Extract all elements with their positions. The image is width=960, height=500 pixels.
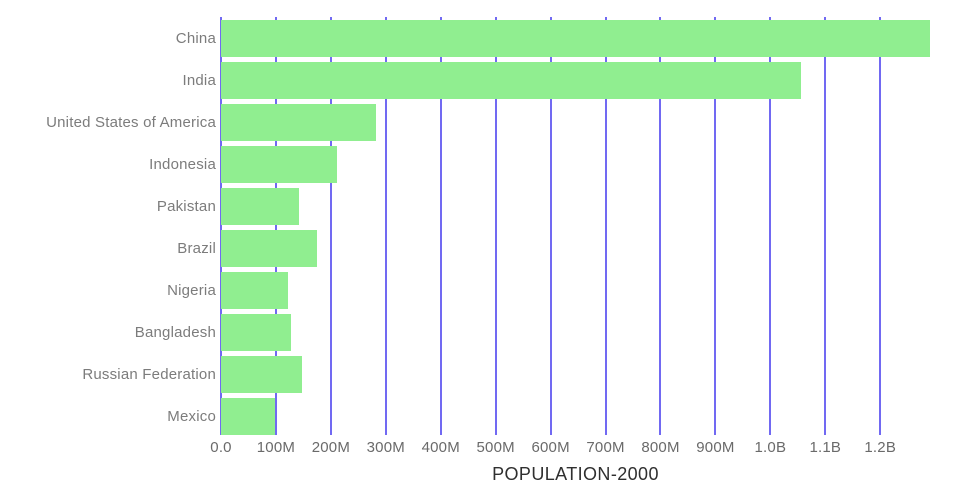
bar-united-states-of-america — [221, 103, 376, 141]
bar-russian-federation — [221, 355, 302, 393]
category-label-russian-federation: Russian Federation — [82, 365, 216, 383]
gridline-400m — [439, 17, 442, 435]
x-tick-200m: 200M — [311, 439, 351, 456]
y-axis-labels: China India United States of America Indone… — [0, 17, 216, 437]
chart-title: POPULATION-2000 — [492, 464, 659, 484]
category-label-indonesia: Indonesia — [149, 155, 216, 173]
gridline-600m — [549, 17, 552, 435]
x-tick-900m: 900M — [696, 439, 735, 456]
bar-india — [221, 61, 802, 99]
bar-indonesia — [221, 145, 338, 183]
gridline-0-0 — [220, 17, 222, 435]
category-label-india: India — [182, 71, 216, 89]
plot-area — [220, 17, 930, 437]
x-tick-500m: 500M — [476, 439, 515, 456]
x-tick-1-0b: 1.0B — [754, 439, 787, 456]
x-tick-700m: 700M — [586, 439, 625, 456]
bar-brazil — [221, 229, 318, 267]
bar-bangladesh — [221, 313, 292, 351]
category-label-bangladesh: Bangladesh — [134, 323, 216, 341]
x-tick-1-2b: 1.2B — [864, 439, 897, 456]
category-label-brazil: Brazil — [177, 239, 216, 257]
x-axis: 0.0 100M 200M 300M 400M 500M 600M 700M 800M 900M 1… — [210, 439, 930, 459]
gridline-100m — [274, 17, 277, 435]
category-label-china: China — [175, 29, 216, 47]
gridline-1-0b — [769, 17, 772, 435]
category-label-united-states-of-america: United States of America — [46, 113, 216, 131]
gridline-900m — [714, 17, 717, 435]
category-label-nigeria: Nigeria — [167, 281, 216, 299]
bar-mexico — [221, 397, 276, 435]
gridline-1-2b — [879, 17, 882, 435]
x-tick-800m: 800M — [641, 439, 680, 456]
x-tick-300m: 300M — [366, 439, 405, 456]
x-tick-0-0: 0.0 — [210, 439, 232, 456]
x-tick-600m: 600M — [531, 439, 570, 456]
x-tick-1-1b: 1.1B — [809, 439, 842, 456]
gridline-500m — [494, 17, 497, 435]
gridline-300m — [384, 17, 387, 435]
category-label-pakistan: Pakistan — [156, 197, 216, 215]
gridline-1-1b — [824, 17, 827, 435]
gridline-700m — [604, 17, 607, 435]
category-label-mexico: Mexico — [167, 407, 216, 425]
x-tick-100m: 100M — [256, 439, 296, 456]
bar-pakistan — [221, 187, 300, 225]
gridline-200m — [329, 17, 332, 435]
x-tick-400m: 400M — [421, 439, 460, 456]
bar-china — [221, 19, 930, 57]
bar-nigeria — [221, 271, 289, 309]
gridline-800m — [659, 17, 662, 435]
